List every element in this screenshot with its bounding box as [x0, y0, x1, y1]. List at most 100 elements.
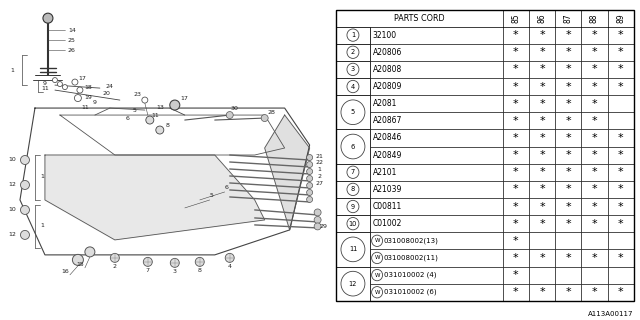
Text: *: *	[618, 184, 623, 194]
Bar	[555, 198, 581, 215]
Circle shape	[52, 77, 58, 83]
Text: 031010002 (6): 031010002 (6)	[384, 289, 436, 295]
Circle shape	[72, 254, 83, 265]
Circle shape	[195, 257, 204, 266]
Bar	[336, 44, 370, 61]
Bar	[336, 232, 370, 249]
Bar	[529, 232, 555, 249]
Bar	[336, 112, 370, 129]
Bar	[502, 95, 529, 112]
Circle shape	[307, 189, 312, 196]
Text: A113A00117: A113A00117	[588, 311, 634, 317]
Bar	[336, 27, 370, 44]
Text: *: *	[565, 64, 571, 74]
Text: 18: 18	[84, 84, 92, 90]
Bar	[581, 232, 607, 249]
Text: 17: 17	[181, 96, 189, 100]
Text: *: *	[540, 287, 545, 297]
Circle shape	[347, 166, 359, 179]
Text: A20809: A20809	[372, 82, 402, 91]
Bar	[502, 284, 529, 301]
Bar	[336, 215, 370, 232]
Bar	[502, 27, 529, 44]
Text: *: *	[618, 219, 623, 229]
Bar	[607, 129, 634, 147]
Circle shape	[307, 155, 312, 161]
Text: *: *	[513, 30, 518, 40]
Text: 12: 12	[8, 182, 16, 188]
Text: *: *	[565, 82, 571, 92]
Bar	[502, 215, 529, 232]
Bar	[336, 267, 370, 284]
Text: *: *	[565, 133, 571, 143]
Bar	[555, 129, 581, 147]
Text: 12: 12	[8, 232, 16, 237]
Text: W: W	[374, 255, 380, 260]
Text: *: *	[540, 133, 545, 143]
Text: 3: 3	[173, 269, 177, 274]
Text: 11: 11	[349, 246, 357, 252]
Text: *: *	[540, 184, 545, 194]
Bar	[502, 198, 529, 215]
Text: 031008002(11): 031008002(11)	[384, 255, 438, 261]
Bar	[336, 147, 370, 164]
Text: *: *	[618, 64, 623, 74]
Bar	[370, 95, 502, 112]
Text: A20808: A20808	[372, 65, 402, 74]
Bar	[581, 78, 607, 95]
Circle shape	[77, 87, 83, 93]
Bar	[529, 44, 555, 61]
Text: 7: 7	[351, 169, 355, 175]
Bar	[370, 215, 502, 232]
Text: *: *	[540, 167, 545, 177]
Text: 17: 17	[78, 76, 86, 81]
Circle shape	[307, 175, 312, 181]
Text: 20: 20	[103, 91, 111, 96]
Text: *: *	[591, 30, 597, 40]
Bar	[555, 95, 581, 112]
Bar	[607, 215, 634, 232]
Text: *: *	[591, 47, 597, 57]
Circle shape	[341, 237, 365, 262]
Text: *: *	[540, 99, 545, 109]
Text: *: *	[540, 253, 545, 263]
Bar	[555, 147, 581, 164]
Text: 88: 88	[590, 13, 599, 23]
Text: 4: 4	[351, 84, 355, 90]
Bar	[607, 284, 634, 301]
Circle shape	[261, 115, 268, 122]
Circle shape	[20, 230, 29, 239]
Text: 1: 1	[10, 68, 14, 73]
Bar	[529, 112, 555, 129]
Text: 11: 11	[41, 85, 49, 91]
Bar	[502, 181, 529, 198]
Text: *: *	[591, 287, 597, 297]
Circle shape	[58, 82, 63, 87]
Text: *: *	[591, 184, 597, 194]
Text: 29: 29	[319, 224, 328, 229]
Circle shape	[347, 46, 359, 59]
Text: 5: 5	[133, 108, 137, 113]
Text: *: *	[513, 167, 518, 177]
Text: 2: 2	[351, 49, 355, 55]
Bar	[502, 44, 529, 61]
Text: 13: 13	[156, 105, 164, 109]
Bar	[529, 198, 555, 215]
Bar	[336, 78, 370, 95]
Circle shape	[372, 252, 383, 264]
Text: *: *	[591, 202, 597, 212]
Circle shape	[314, 223, 321, 230]
Bar	[502, 78, 529, 95]
Text: *: *	[513, 219, 518, 229]
Bar	[607, 249, 634, 267]
Bar	[370, 181, 502, 198]
Text: *: *	[565, 253, 571, 263]
Bar	[529, 181, 555, 198]
Circle shape	[20, 156, 29, 164]
Bar	[555, 164, 581, 181]
Bar	[555, 284, 581, 301]
Text: A2081: A2081	[372, 99, 397, 108]
Polygon shape	[265, 115, 310, 230]
Text: 23: 23	[134, 92, 142, 97]
Bar	[529, 284, 555, 301]
